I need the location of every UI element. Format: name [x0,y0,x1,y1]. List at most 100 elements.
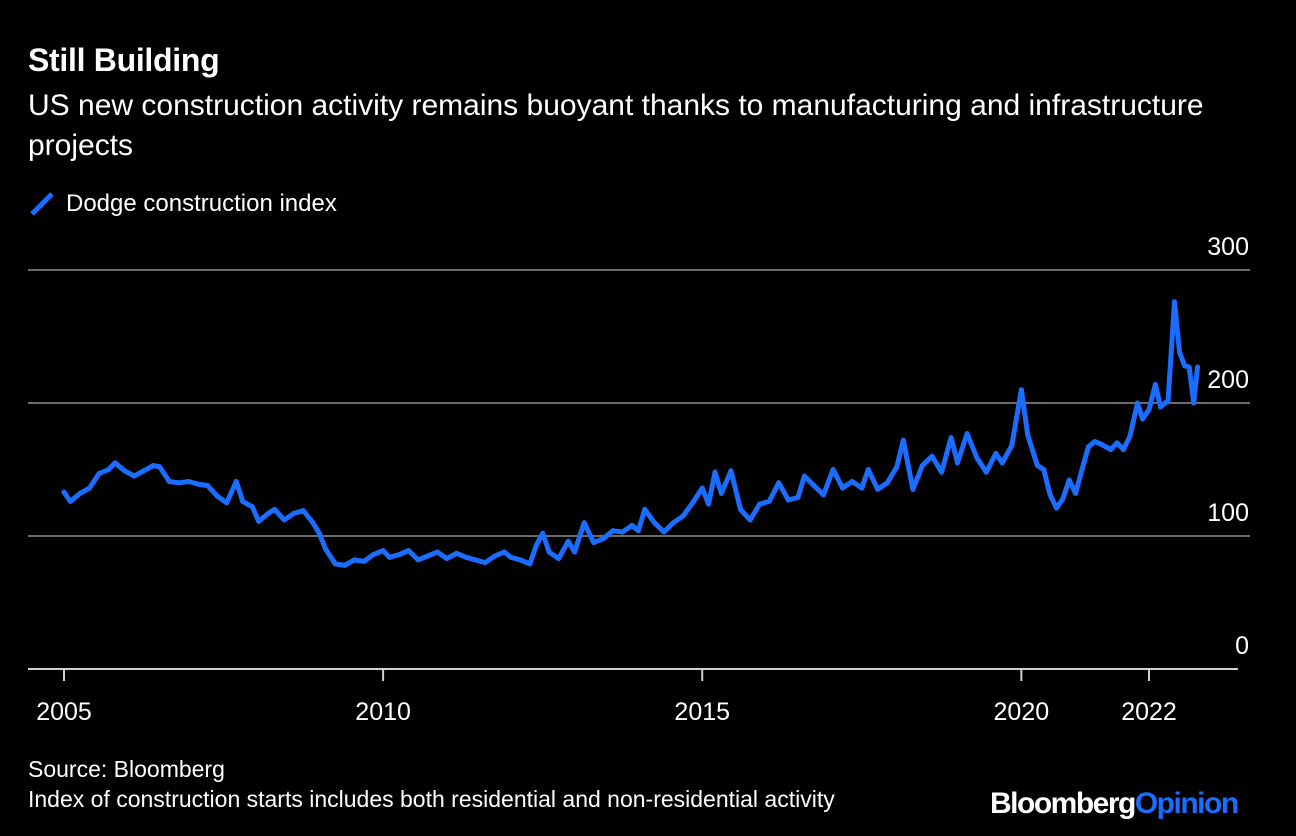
data-point-0-113 [1054,505,1059,511]
data-point-0-110 [1034,463,1040,468]
data-point-0-75 [718,490,724,496]
data-point-0-13 [176,480,182,486]
data-point-0-10 [150,463,156,468]
data-point-0-99 [939,469,945,475]
data-point-0-22 [256,518,262,524]
data-point-0-89 [849,479,855,484]
data-point-0-49 [501,549,507,555]
data-point-0-43 [444,556,450,562]
data-point-0-79 [757,501,763,507]
data-point-0-4 [96,471,102,476]
data-point-0-130 [1165,397,1171,403]
data-point-0-14 [186,479,191,484]
data-point-0-109 [1025,432,1031,438]
data-point-0-84 [801,473,807,479]
data-point-0-83 [795,494,801,500]
data-point-0-114 [1060,496,1066,502]
data-point-0-96 [910,486,916,492]
data-point-0-104 [983,469,989,475]
data-point-0-11 [157,464,163,470]
data-point-0-125 [1135,400,1140,406]
data-point-0-128 [1152,381,1158,387]
data-point-0-108 [1018,387,1024,393]
data-point-0-9 [141,468,147,474]
data-point-0-101 [955,460,960,466]
y-tick-label-300: 300 [1207,233,1249,261]
data-point-0-19 [233,479,239,484]
data-point-0-82 [785,497,791,503]
data-point-0-2 [77,490,83,496]
data-point-0-66 [642,506,648,512]
data-point-0-58 [572,549,578,555]
data-point-0-64 [629,522,635,528]
data-point-0-7 [122,468,128,474]
data-point-0-123 [1121,447,1126,453]
data-point-0-107 [1009,443,1015,449]
data-point-0-40 [415,557,421,563]
data-point-0-29 [316,530,322,536]
brand-opinion: Opinion [1134,787,1239,820]
y-tick-label-200: 200 [1207,366,1249,394]
x-tick-label-2020: 2020 [994,698,1050,726]
x-tick-label-2010: 2010 [355,698,411,726]
data-point-0-92 [875,486,881,492]
data-point-0-63 [620,529,625,535]
brand-logo: BloombergOpinion [990,787,1239,821]
data-point-0-62 [610,528,616,534]
legend-label-dodge: Dodge construction index [66,190,337,217]
data-point-0-81 [776,480,782,486]
data-point-0-55 [546,549,552,555]
data-point-0-127 [1146,407,1152,413]
data-point-0-6 [112,460,118,466]
data-point-0-91 [865,467,871,472]
data-point-0-16 [205,483,211,488]
data-point-0-95 [900,437,906,443]
data-point-0-100 [948,435,954,441]
x-tick-label-2022: 2022 [1121,698,1177,726]
data-point-0-48 [492,553,498,559]
data-points-layer [61,299,1200,568]
chart-legend: Dodge construction index [28,190,337,218]
data-point-0-24 [272,506,278,512]
data-point-0-119 [1092,439,1098,445]
data-point-0-129 [1158,404,1163,410]
data-point-0-93 [884,480,890,486]
chart-subtitle: US new construction activity remains buo… [28,89,1204,162]
chart-title: Still Building [28,42,220,78]
x-tick-label-2005: 2005 [36,698,92,726]
data-point-0-105 [993,451,999,456]
data-point-0-35 [371,552,376,558]
data-point-0-67 [651,520,657,526]
data-point-0-65 [635,528,641,534]
data-point-0-122 [1114,440,1120,446]
data-point-0-131 [1172,299,1177,305]
data-point-0-86 [821,492,826,498]
data-point-0-54 [540,530,546,536]
data-point-0-94 [894,464,900,470]
data-point-0-87 [830,467,836,472]
data-point-0-59 [581,520,587,526]
data-point-0-23 [265,510,271,516]
data-point-0-53 [533,542,539,548]
data-point-0-135 [1191,400,1197,406]
data-point-0-25 [281,517,287,523]
grid-layer [28,269,1250,537]
data-point-0-124 [1127,433,1133,439]
data-point-0-33 [351,557,357,563]
data-point-0-97 [919,463,925,468]
data-point-0-46 [473,557,479,563]
data-point-0-34 [361,558,367,564]
data-point-0-133 [1182,363,1188,369]
data-point-0-71 [690,500,696,506]
data-point-0-52 [527,561,533,567]
data-point-0-56 [556,556,562,562]
data-point-0-77 [738,506,743,512]
data-point-0-121 [1108,447,1114,453]
data-point-0-112 [1047,492,1053,498]
data-point-0-73 [706,501,712,507]
data-point-0-85 [811,483,817,488]
data-point-0-27 [300,508,306,514]
data-point-0-116 [1073,490,1079,496]
data-point-0-44 [454,550,459,556]
data-point-0-41 [425,553,431,559]
